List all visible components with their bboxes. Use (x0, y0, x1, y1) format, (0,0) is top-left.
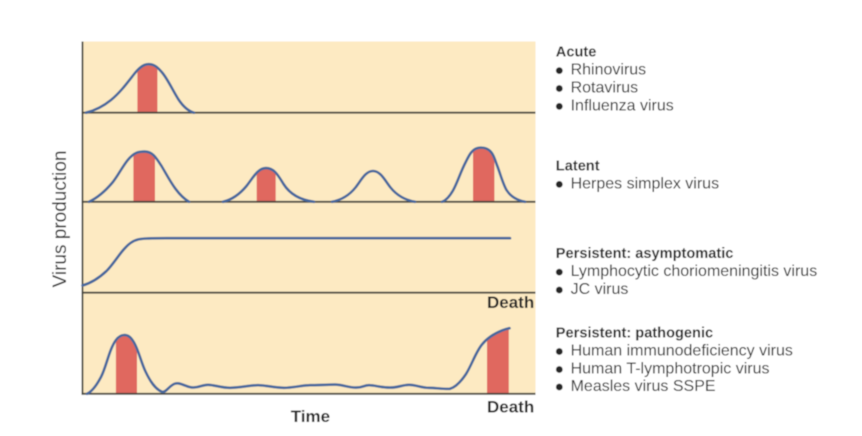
svg-text:JC virus: JC virus (571, 281, 629, 298)
svg-text:Death: Death (487, 397, 534, 416)
svg-text:Influenza virus: Influenza virus (571, 97, 674, 114)
svg-text:Time: Time (291, 407, 330, 426)
svg-text:Death: Death (487, 293, 534, 312)
svg-text:Persistent: asymptomatic: Persistent: asymptomatic (556, 246, 734, 262)
svg-text:Human immunodeficiency virus: Human immunodeficiency virus (571, 342, 793, 359)
svg-text:Acute: Acute (556, 45, 597, 61)
svg-text:Measles virus SSPE: Measles virus SSPE (571, 378, 716, 395)
svg-text:Persistent: pathogenic: Persistent: pathogenic (556, 326, 713, 342)
svg-text:Human T-lymphotropic virus: Human T-lymphotropic virus (571, 360, 770, 377)
svg-text:Rhinovirus: Rhinovirus (571, 62, 647, 79)
svg-text:Virus production: Virus production (50, 151, 71, 288)
svg-text:Herpes simplex virus: Herpes simplex virus (571, 175, 719, 192)
svg-text:Lymphocytic choriomeningitis v: Lymphocytic choriomeningitis virus (571, 263, 818, 280)
svg-text:Latent: Latent (556, 158, 600, 174)
svg-text:Rotavirus: Rotavirus (571, 79, 639, 96)
